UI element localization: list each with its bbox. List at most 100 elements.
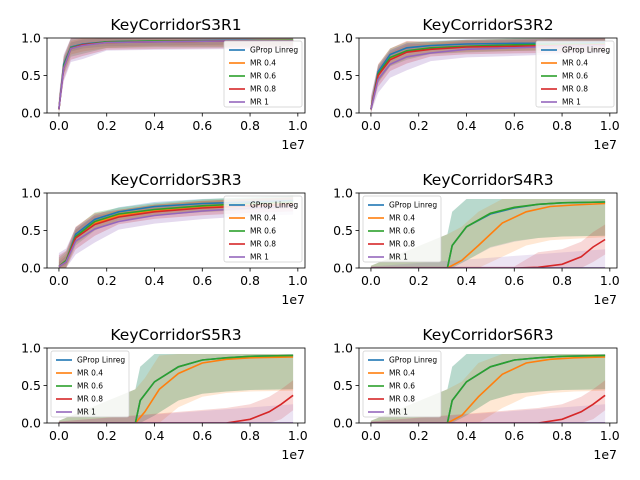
chart-title: KeyCorridorS6R3: [422, 326, 553, 344]
y-tick-label: 0.5: [333, 378, 353, 393]
legend-label: MR 1: [389, 408, 408, 417]
x-offset-label: 1e7: [593, 292, 617, 307]
series-band-mr-0-8: [370, 380, 606, 423]
x-tick-label: 0.0: [49, 273, 69, 288]
legend-label: MR 0.4: [77, 369, 103, 378]
x-tick-label: 0.8: [240, 118, 260, 133]
x-offset-label: 1e7: [593, 447, 617, 462]
series-line-mr-0-6: [370, 201, 606, 268]
x-tick-label: 0.4: [145, 273, 165, 288]
legend-label: MR 0.6: [250, 227, 276, 236]
chart-title: KeyCorridorS4R3: [422, 171, 553, 189]
legend-box: [50, 350, 130, 418]
x-tick-label: 0.0: [361, 428, 381, 443]
x-tick-label: 0.8: [240, 273, 260, 288]
x-tick-label: 1.0: [288, 118, 308, 133]
chart-title: KeyCorridorS3R3: [110, 171, 241, 189]
chart-panel: 0.0 0.2 0.4 0.6 0.8 1.0 0.0 0.5 1.0 1e7 KeyCorrido…: [333, 171, 620, 307]
y-tick-label: 0.5: [333, 68, 353, 83]
x-offset-label: 1e7: [281, 137, 305, 152]
x-tick-label: 0.8: [552, 273, 572, 288]
legend-label: MR 0.8: [389, 240, 415, 249]
chart-panel: 0.0 0.2 0.4 0.6 0.8 1.0 0.0 0.5 1.0 1e7 KeyCorrido…: [333, 326, 620, 462]
series-band-mr-1: [370, 404, 606, 423]
legend-label: MR 1: [389, 253, 408, 262]
y-tick-label: 1.0: [21, 31, 41, 46]
series-line-mr-0-8: [58, 394, 294, 423]
x-tick-label: 0.2: [97, 273, 117, 288]
legend-label: GProp Linreg: [562, 46, 610, 55]
x-tick-label: 0.4: [457, 118, 477, 133]
y-tick-label: 0.5: [21, 378, 41, 393]
x-tick-label: 0.6: [504, 273, 524, 288]
x-offset-label: 1e7: [281, 447, 305, 462]
x-tick-label: 0.0: [361, 118, 381, 133]
x-tick-label: 1.0: [600, 118, 620, 133]
legend: GProp Linreg MR 0.4 MR 0.6 MR 0.8 MR 1: [50, 350, 130, 418]
series-band-mr-1: [370, 249, 606, 268]
legend-label: MR 1: [250, 98, 269, 107]
series-line-mr-0-6: [370, 354, 606, 423]
x-tick-label: 0.0: [49, 118, 69, 133]
legend-label: MR 0.6: [389, 227, 415, 236]
legend-label: MR 0.4: [389, 214, 415, 223]
legend-label: GProp Linreg: [389, 356, 437, 365]
x-tick-label: 0.4: [457, 273, 477, 288]
y-tick-label: 0.0: [21, 261, 41, 276]
legend-label: MR 0.4: [250, 214, 276, 223]
x-tick-label: 0.2: [409, 273, 429, 288]
legend-box: [223, 195, 303, 263]
x-tick-label: 0.8: [240, 428, 260, 443]
legend-label: MR 0.8: [250, 240, 276, 249]
chart-panel: 0.0 0.2 0.4 0.6 0.8 1.0 0.0 0.5 1.0 1e7 KeyCorrido…: [21, 16, 308, 152]
x-tick-label: 0.0: [361, 273, 381, 288]
y-tick-label: 1.0: [21, 186, 41, 201]
legend-label: GProp Linreg: [389, 201, 437, 210]
x-tick-label: 0.8: [552, 428, 572, 443]
x-tick-label: 0.8: [552, 118, 572, 133]
x-tick-label: 0.2: [409, 428, 429, 443]
x-tick-label: 0.6: [192, 118, 212, 133]
x-tick-label: 0.2: [97, 428, 117, 443]
legend-label: MR 0.6: [562, 72, 588, 81]
x-tick-label: 1.0: [288, 428, 308, 443]
y-tick-label: 0.5: [21, 68, 41, 83]
y-tick-label: 0.5: [21, 223, 41, 238]
legend-box: [223, 40, 303, 108]
x-tick-label: 0.4: [145, 428, 165, 443]
y-tick-label: 0.0: [333, 261, 353, 276]
legend-box: [535, 40, 615, 108]
legend-label: MR 0.6: [250, 72, 276, 81]
x-tick-label: 0.6: [192, 428, 212, 443]
chart-title: KeyCorridorS3R2: [422, 16, 553, 34]
legend-box: [362, 195, 442, 263]
legend: GProp Linreg MR 0.4 MR 0.6 MR 0.8 MR 1: [362, 350, 442, 418]
legend-label: MR 0.8: [250, 85, 276, 94]
x-tick-label: 1.0: [600, 428, 620, 443]
chart-panel: 0.0 0.2 0.4 0.6 0.8 1.0 0.0 0.5 1.0 1e7 KeyCorrido…: [333, 16, 620, 152]
y-tick-label: 0.0: [21, 416, 41, 431]
legend-label: MR 0.4: [250, 59, 276, 68]
chart-title: KeyCorridorS3R1: [110, 16, 241, 34]
series-line-mr-0-8: [370, 238, 606, 268]
x-tick-label: 0.6: [504, 118, 524, 133]
x-tick-label: 0.2: [97, 118, 117, 133]
series-line-mr-0-4: [370, 202, 606, 268]
y-tick-label: 1.0: [21, 341, 41, 356]
legend: GProp Linreg MR 0.4 MR 0.6 MR 0.8 MR 1: [362, 195, 442, 263]
x-tick-label: 1.0: [288, 273, 308, 288]
legend-label: MR 0.6: [77, 382, 103, 391]
legend: GProp Linreg MR 0.4 MR 0.6 MR 0.8 MR 1: [223, 40, 303, 108]
chart-panel: 0.0 0.2 0.4 0.6 0.8 1.0 0.0 0.5 1.0 1e7 KeyCorrido…: [21, 326, 308, 462]
chart-panel: 0.0 0.2 0.4 0.6 0.8 1.0 0.0 0.5 1.0 1e7 KeyCorrido…: [21, 171, 308, 307]
legend-label: GProp Linreg: [250, 201, 298, 210]
y-tick-label: 0.0: [333, 416, 353, 431]
x-tick-label: 0.0: [49, 428, 69, 443]
series-line-mr-0-8: [370, 394, 606, 423]
legend-label: MR 1: [77, 408, 96, 417]
chart-title: KeyCorridorS5R3: [110, 326, 241, 344]
x-tick-label: 1.0: [600, 273, 620, 288]
x-offset-label: 1e7: [281, 292, 305, 307]
legend-label: MR 0.6: [389, 382, 415, 391]
